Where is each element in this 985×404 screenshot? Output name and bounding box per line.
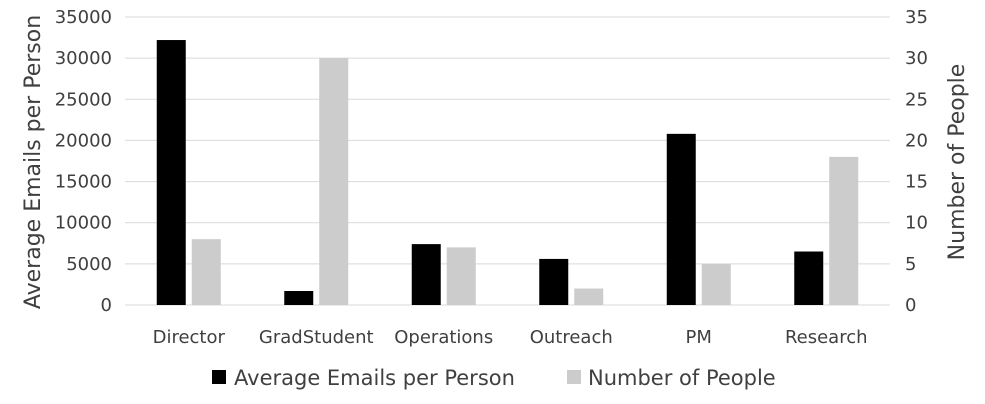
right-tick-label: 25 — [905, 89, 928, 110]
bar-number-of-people — [701, 263, 731, 305]
category-axis-ticks: Director GradStudent Operations Outreach PM R… — [153, 327, 868, 348]
category-label: PM — [686, 327, 712, 348]
right-tick-label: 0 — [905, 295, 916, 316]
left-tick-label: 25000 — [55, 89, 112, 110]
bar-number-of-people — [191, 239, 221, 305]
right-tick-label: 20 — [905, 130, 928, 151]
left-tick-label: 5000 — [66, 254, 112, 275]
legend-label-people: Number of People — [588, 366, 776, 390]
category-label: Research — [785, 327, 868, 348]
right-tick-label: 30 — [905, 48, 928, 69]
left-tick-label: 20000 — [55, 130, 112, 151]
right-tick-label: 35 — [905, 7, 928, 28]
left-tick-label: 0 — [101, 295, 112, 316]
left-axis-title: Average Emails per Person — [21, 15, 46, 309]
category-label: Outreach — [530, 327, 613, 348]
bar-number-of-people — [319, 58, 349, 306]
right-axis-ticks: 0 5 10 15 20 25 30 35 — [905, 7, 928, 316]
bars — [156, 40, 859, 306]
left-tick-label: 10000 — [55, 213, 112, 234]
right-axis-title: Number of People — [945, 64, 970, 261]
category-label: Director — [153, 327, 226, 348]
bar-number-of-people — [829, 156, 859, 305]
bar-average-emails — [539, 258, 569, 305]
bar-average-emails — [156, 40, 186, 305]
category-label: Operations — [394, 327, 493, 348]
bar-number-of-people — [446, 247, 476, 305]
left-tick-label: 35000 — [55, 7, 112, 28]
bar-average-emails — [411, 244, 441, 305]
gridlines — [125, 16, 890, 306]
category-label: GradStudent — [259, 327, 374, 348]
bar-average-emails — [794, 251, 824, 305]
bar-average-emails — [666, 133, 696, 305]
left-tick-label: 15000 — [55, 172, 112, 193]
legend-swatch-emails — [212, 370, 226, 384]
left-axis-ticks: 0 5000 10000 15000 20000 25000 30000 35000 — [55, 7, 112, 316]
legend-swatch-people — [567, 370, 581, 384]
bar-average-emails — [284, 291, 314, 305]
left-tick-label: 30000 — [55, 48, 112, 69]
bar-number-of-people — [574, 288, 604, 305]
legend-label-emails: Average Emails per Person — [234, 366, 515, 390]
right-tick-label: 15 — [905, 172, 928, 193]
legend: Average Emails per Person Number of Peop… — [212, 366, 776, 390]
right-tick-label: 5 — [905, 254, 916, 275]
right-tick-label: 10 — [905, 213, 928, 234]
